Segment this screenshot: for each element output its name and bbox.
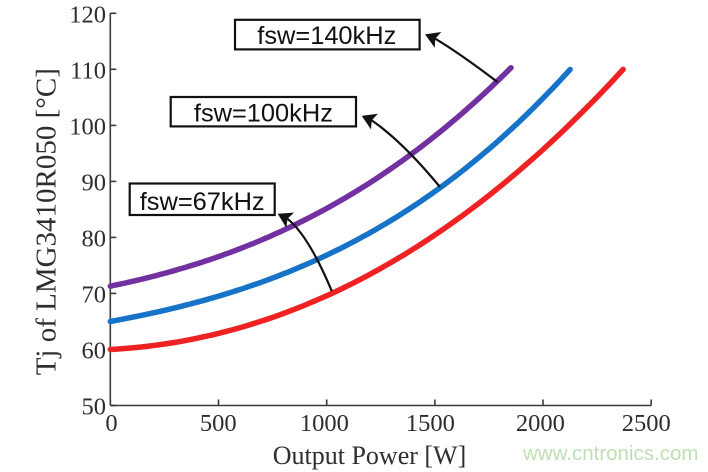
- svg-text:www.cntronics.com: www.cntronics.com: [522, 442, 698, 465]
- svg-text:0: 0: [105, 410, 117, 437]
- svg-text:50: 50: [82, 394, 107, 421]
- svg-text:fsw=100kHz: fsw=100kHz: [194, 99, 333, 127]
- svg-text:1000: 1000: [300, 410, 349, 437]
- svg-text:2500: 2500: [622, 410, 671, 437]
- svg-text:fsw=140kHz: fsw=140kHz: [257, 22, 396, 50]
- svg-text:80: 80: [82, 225, 107, 252]
- svg-text:100: 100: [69, 113, 106, 140]
- svg-text:Output Power [W]: Output Power [W]: [273, 441, 467, 470]
- svg-text:60: 60: [82, 338, 107, 365]
- svg-text:2000: 2000: [516, 410, 565, 437]
- svg-text:1500: 1500: [406, 410, 455, 437]
- svg-text:110: 110: [70, 57, 106, 84]
- svg-text:Tj of LMG3410R050 [°C]: Tj of LMG3410R050 [°C]: [31, 68, 63, 375]
- svg-text:500: 500: [200, 410, 237, 437]
- svg-text:fsw=67kHz: fsw=67kHz: [140, 188, 265, 216]
- svg-text:120: 120: [69, 1, 106, 28]
- svg-text:70: 70: [82, 281, 107, 308]
- svg-text:90: 90: [82, 169, 107, 196]
